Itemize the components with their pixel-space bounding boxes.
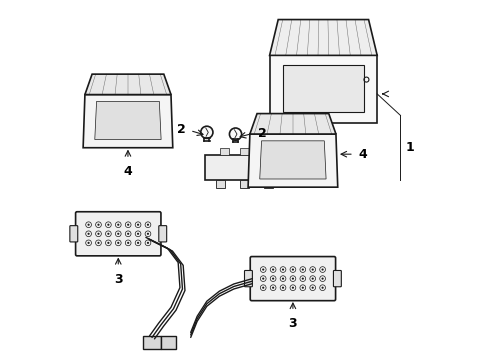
Circle shape <box>291 278 293 280</box>
Circle shape <box>262 278 264 280</box>
Text: 3: 3 <box>114 273 122 285</box>
Circle shape <box>127 233 129 235</box>
Circle shape <box>311 278 313 280</box>
FancyBboxPatch shape <box>263 180 272 188</box>
Circle shape <box>87 224 89 226</box>
Circle shape <box>117 242 119 244</box>
Circle shape <box>146 242 149 244</box>
Circle shape <box>107 233 109 235</box>
Circle shape <box>311 287 313 289</box>
FancyBboxPatch shape <box>250 257 335 301</box>
FancyBboxPatch shape <box>161 336 175 348</box>
FancyBboxPatch shape <box>333 270 341 287</box>
Circle shape <box>262 287 264 289</box>
Circle shape <box>97 233 100 235</box>
FancyBboxPatch shape <box>216 180 225 188</box>
Polygon shape <box>95 102 161 140</box>
Polygon shape <box>85 74 171 95</box>
FancyBboxPatch shape <box>70 226 78 242</box>
Circle shape <box>271 287 274 289</box>
Circle shape <box>87 242 89 244</box>
Text: 2: 2 <box>176 123 185 136</box>
Circle shape <box>97 224 100 226</box>
Circle shape <box>321 287 323 289</box>
FancyBboxPatch shape <box>159 226 166 242</box>
Circle shape <box>282 269 284 271</box>
Circle shape <box>87 233 89 235</box>
FancyBboxPatch shape <box>260 148 268 155</box>
Polygon shape <box>269 55 376 123</box>
Circle shape <box>107 242 109 244</box>
Polygon shape <box>249 114 335 134</box>
Text: 4: 4 <box>123 165 132 178</box>
Circle shape <box>311 269 313 271</box>
Polygon shape <box>83 95 172 148</box>
FancyBboxPatch shape <box>143 336 160 348</box>
Circle shape <box>282 278 284 280</box>
FancyBboxPatch shape <box>240 148 248 155</box>
Polygon shape <box>282 65 364 112</box>
Text: 4: 4 <box>358 148 366 161</box>
FancyBboxPatch shape <box>76 212 161 256</box>
Circle shape <box>146 233 149 235</box>
Circle shape <box>321 269 323 271</box>
Circle shape <box>117 233 119 235</box>
Circle shape <box>291 269 293 271</box>
Text: 1: 1 <box>405 141 414 154</box>
FancyBboxPatch shape <box>204 155 284 180</box>
FancyBboxPatch shape <box>220 148 228 155</box>
FancyBboxPatch shape <box>239 180 249 188</box>
Circle shape <box>301 287 303 289</box>
Circle shape <box>146 224 149 226</box>
Circle shape <box>117 224 119 226</box>
Polygon shape <box>269 19 376 55</box>
Circle shape <box>301 278 303 280</box>
FancyBboxPatch shape <box>244 270 252 287</box>
Circle shape <box>271 278 274 280</box>
Circle shape <box>137 224 139 226</box>
Text: 3: 3 <box>288 317 297 330</box>
Circle shape <box>321 278 323 280</box>
Circle shape <box>262 269 264 271</box>
Circle shape <box>137 233 139 235</box>
Circle shape <box>127 242 129 244</box>
Circle shape <box>291 287 293 289</box>
Circle shape <box>137 242 139 244</box>
Circle shape <box>282 287 284 289</box>
Text: 2: 2 <box>257 127 266 140</box>
Circle shape <box>97 242 100 244</box>
Polygon shape <box>259 141 325 179</box>
Circle shape <box>201 126 212 138</box>
Circle shape <box>127 224 129 226</box>
Circle shape <box>301 269 303 271</box>
Circle shape <box>229 128 241 140</box>
Circle shape <box>107 224 109 226</box>
Circle shape <box>271 269 274 271</box>
Polygon shape <box>247 134 337 187</box>
